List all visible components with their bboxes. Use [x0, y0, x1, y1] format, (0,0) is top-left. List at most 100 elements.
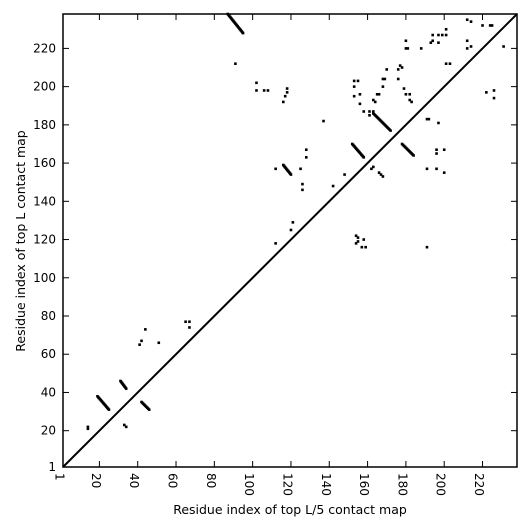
x-tick-label: 80	[204, 473, 218, 488]
contact-point	[364, 245, 367, 249]
contact-point	[144, 328, 147, 331]
contact-point	[354, 234, 358, 238]
y-tick-label: 120	[33, 233, 56, 247]
x-tick-label: 180	[395, 473, 409, 496]
y-axis-label: Residue index of top L contact map	[13, 130, 28, 351]
y-tick-label: 100	[33, 271, 56, 285]
contact-point	[465, 18, 469, 22]
contact-point	[377, 92, 381, 96]
contact-point	[188, 320, 191, 324]
contact-point	[255, 81, 258, 85]
contact-point	[285, 87, 289, 90]
contact-point	[490, 24, 494, 27]
contact-point	[184, 320, 187, 324]
diagonal-line	[62, 13, 518, 468]
contact-point	[444, 62, 448, 65]
contact-point	[241, 31, 245, 35]
y-tick-label: 80	[41, 309, 56, 323]
contact-point	[352, 85, 356, 88]
contact-point	[147, 408, 151, 411]
contact-point	[488, 24, 492, 27]
contact-point	[123, 423, 126, 427]
contact-point	[419, 47, 423, 50]
contact-point	[322, 119, 325, 123]
y-tick-label: 140	[33, 194, 56, 208]
contact-point	[408, 92, 412, 96]
y-tick-label: 160	[33, 156, 56, 170]
contact-point	[425, 167, 429, 171]
contact-point	[381, 175, 385, 178]
y-tick-label: 1	[48, 460, 56, 474]
contact-point	[372, 165, 375, 169]
contact-point	[400, 66, 404, 69]
contact-point	[360, 245, 364, 249]
x-tick-label: 40	[127, 473, 141, 488]
contact-point	[381, 77, 385, 81]
contact-point	[358, 102, 362, 106]
contact-point	[138, 343, 141, 346]
contact-point	[406, 47, 410, 50]
contact-point	[368, 110, 371, 113]
plot-area	[62, 12, 518, 468]
contact-point	[481, 24, 484, 27]
contact-point	[358, 92, 362, 96]
y-tick-label: 200	[33, 80, 56, 94]
contact-point	[372, 110, 375, 113]
contact-point	[331, 184, 335, 188]
contact-point	[107, 408, 111, 411]
contact-point	[289, 173, 293, 176]
contact-point	[377, 171, 381, 174]
contact-point	[492, 89, 496, 92]
contact-point	[299, 167, 302, 171]
contact-point	[404, 47, 408, 50]
contact-point	[410, 100, 413, 104]
contact-point	[404, 39, 408, 43]
contact-point	[356, 79, 360, 83]
contact-point	[188, 326, 191, 329]
plot-frame	[62, 13, 518, 468]
x-tick-label: 100	[242, 473, 256, 496]
contact-point	[437, 33, 440, 37]
contact-point	[362, 156, 366, 159]
contact-point	[502, 45, 505, 48]
contact-point	[255, 89, 258, 92]
contact-point	[469, 45, 473, 48]
x-axis-ticks: 1 20 40 60 80 100 120 140 160 180 200 220	[53, 14, 486, 496]
contact-point	[362, 110, 366, 113]
contact-point	[435, 152, 438, 155]
x-axis-label: Residue index of top L/5 contact map	[173, 502, 407, 517]
contact-point	[396, 77, 400, 81]
contact-point	[289, 228, 293, 232]
contact-point	[266, 89, 270, 92]
contact-point	[274, 167, 277, 171]
contact-point	[356, 240, 360, 243]
contact-point	[431, 39, 435, 43]
contact-point	[283, 94, 287, 98]
contact-point	[412, 154, 415, 157]
x-tick-label: 220	[472, 473, 486, 496]
contact-point	[356, 236, 360, 239]
contact-point	[274, 242, 277, 245]
contact-point	[140, 339, 143, 343]
contact-point	[404, 92, 408, 96]
contact-point	[124, 387, 128, 390]
contact-point	[304, 156, 308, 159]
y-tick-label: 20	[41, 424, 56, 438]
contact-point	[234, 62, 237, 65]
y-tick-label: 40	[41, 385, 56, 399]
x-tick-label: 140	[319, 473, 333, 496]
contact-point	[301, 188, 304, 192]
contact-point	[354, 242, 358, 245]
contact-point	[448, 62, 452, 65]
contact-point	[425, 117, 429, 121]
contact-point	[427, 117, 431, 121]
x-tick-label: 60	[166, 473, 180, 488]
contact-point	[437, 121, 440, 125]
contact-point	[383, 77, 387, 81]
contact-point	[352, 79, 356, 83]
contact-point	[444, 33, 448, 37]
contact-point	[465, 47, 469, 50]
contact-point	[442, 171, 446, 174]
